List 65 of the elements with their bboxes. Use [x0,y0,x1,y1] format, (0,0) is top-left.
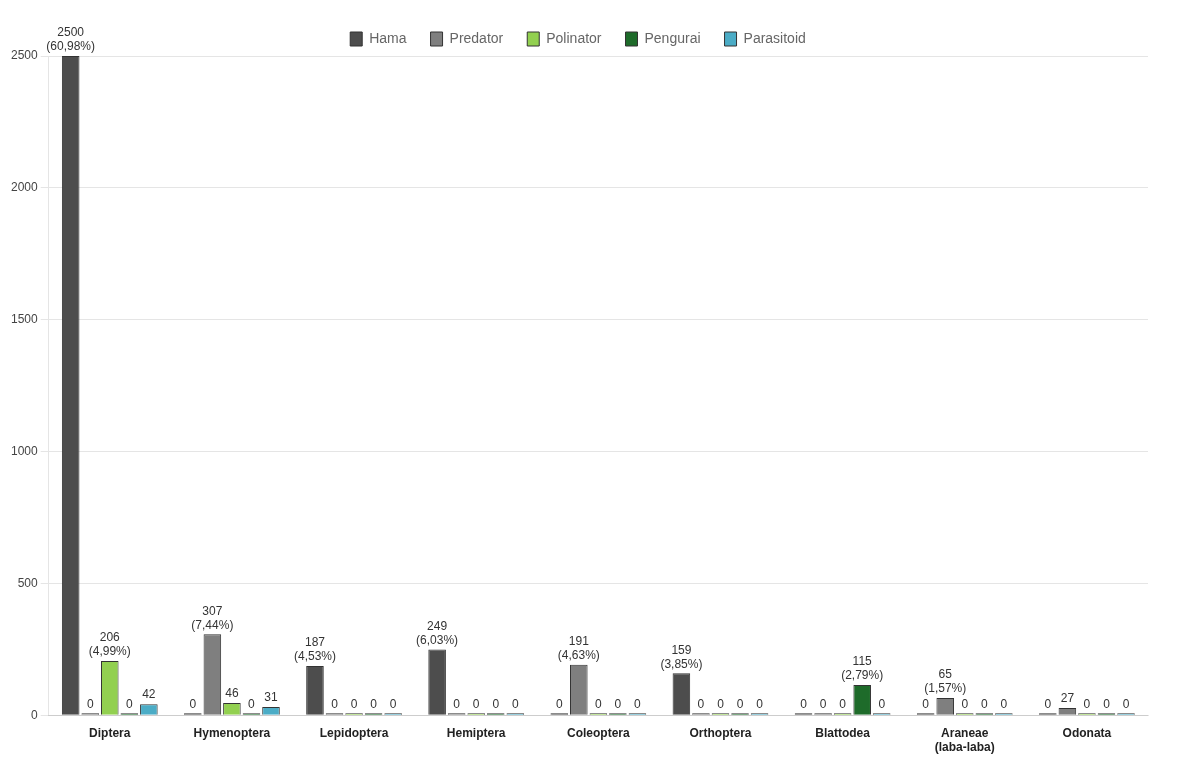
x-tick-label: Blattodea [815,725,871,740]
data-label: 0 [800,696,808,711]
data-label: 0 [961,696,969,711]
legend-label: Parasitoid [743,29,806,46]
data-label: 0 [819,696,827,711]
data-label: 0 [389,696,397,711]
data-label: 191 (4,63%) [557,634,600,663]
data-label: 42 [142,687,156,702]
data-label: 307 (7,44%) [191,603,234,632]
legend-label: Pengurai [644,29,701,46]
data-label: 0 [736,696,744,711]
y-tick-label: 0 [31,707,39,722]
data-label: 0 [555,696,563,711]
data-label: 0 [1122,696,1130,711]
data-label: 115 (2,79%) [841,654,884,683]
data-label: 0 [492,696,500,711]
data-label: 206 (4,99%) [88,630,131,659]
data-label: 31 [264,690,278,705]
data-label: 46 [225,686,239,701]
data-label: 27 [1060,691,1075,706]
data-label: 65 (1,57%) [924,667,967,696]
data-label: 0 [370,696,378,711]
x-tick-label: Diptera [89,725,131,740]
data-label: 0 [595,696,602,711]
y-tick-label: 2000 [10,180,39,195]
data-label: 0 [1083,696,1091,711]
data-label: 159 (3,85%) [660,642,703,671]
legend-label: Hama [369,29,407,46]
data-label: 0 [922,696,930,711]
data-label: 0 [189,696,197,711]
data-label: 0 [1000,696,1008,711]
data-label: 0 [717,696,725,711]
x-tick-label: Hemiptera [446,725,506,740]
data-label: 0 [248,696,256,711]
y-tick-label: 2500 [10,48,39,63]
y-tick-label: 500 [17,575,39,590]
data-label: 0 [614,696,622,711]
x-tick-label: Orthoptera [689,725,752,740]
x-tick-label: Coleoptera [567,725,631,740]
data-label: 0 [86,696,94,711]
data-label: 0 [1044,696,1052,711]
y-tick-label: 1500 [10,311,39,326]
data-label: 0 [511,696,519,711]
data-label: 0 [1103,696,1111,711]
data-label: 2500 (60,98%) [46,25,96,54]
data-label: 0 [756,696,764,711]
data-label: 0 [980,696,988,711]
data-label: 0 [125,696,133,711]
x-tick-label: Lepidoptera [319,725,389,740]
data-label: 0 [878,696,886,711]
x-tick-label: Odonata [1062,725,1112,740]
data-label: 0 [697,696,705,711]
y-tick-label: 1000 [10,443,39,458]
legend-label: Polinator [546,29,602,46]
data-label: 187 (4,53%) [293,635,336,664]
data-label: 0 [634,696,642,711]
data-label: 0 [839,696,847,711]
data-label: 0 [453,696,461,711]
data-label: 0 [472,696,480,711]
data-label: 0 [350,696,358,711]
legend-label: Predator [449,29,504,46]
data-label: 249 (6,03%) [416,618,459,647]
data-label: 0 [331,696,339,711]
x-tick-label: Hymenoptera [193,725,271,740]
x-tick-label: Araneae (laba-laba) [934,725,995,755]
